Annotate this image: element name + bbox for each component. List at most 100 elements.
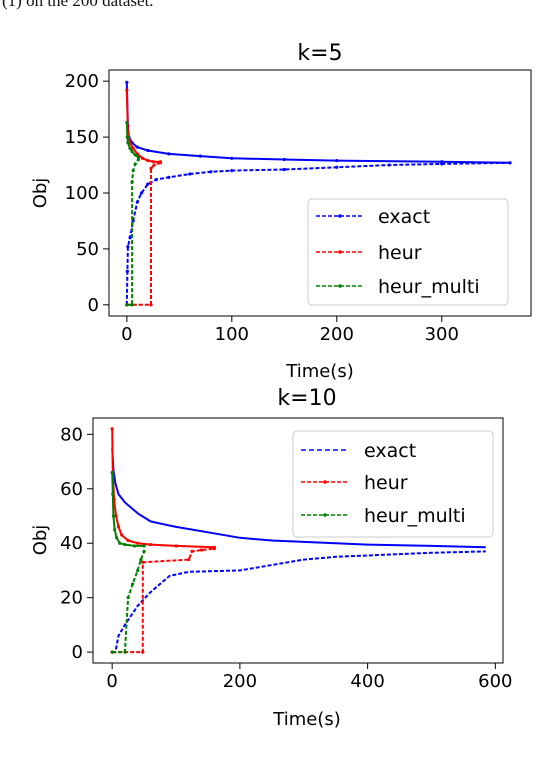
data-point-heur-multi [126,596,130,600]
data-point-exact [125,269,129,273]
legend-marker [323,480,327,484]
series-line-exact-lower [112,550,486,654]
y-tick-label: 60 [60,479,83,500]
data-point-heur-multi [126,141,130,145]
y-tick-label: 200 [65,71,99,92]
data-point-heur-multi [139,557,143,562]
chart-k5: k=5 Obj Time(s) 0 100 200 300 0 50 100 150 200 e… [30,41,532,382]
legend-label: exact [378,206,430,228]
data-point-heur [140,156,145,160]
data-point-heur-multi [130,582,135,586]
data-point-exact [335,158,339,163]
data-point-exact [125,80,129,84]
legend-label: heur [378,242,422,264]
data-point-exact [198,154,202,158]
legend-label: exact [364,440,416,462]
data-point-heur-multi [110,650,114,654]
legend: exact heur heur_multi [307,198,509,306]
data-point-exact [167,152,171,156]
x-axis-label: Time(s) [285,361,353,382]
data-point-exact [154,177,158,182]
data-point-heur-multi [130,180,134,184]
y-tick-label: 40 [60,533,83,554]
x-tick-label: 200 [320,324,354,345]
chart-title: k=5 [297,41,342,66]
data-point-heur-multi [111,492,115,496]
data-point-heur [146,158,150,163]
data-point-heur [212,547,216,551]
legend-label: heur_multi [378,276,480,298]
data-point-exact [282,157,286,162]
chart-title: k=10 [277,386,336,411]
data-point-heur [187,557,191,562]
y-tick-label: 0 [72,642,83,663]
series-line-heur-multi-upper [111,472,145,547]
data-point-heur [149,166,153,170]
data-point-heur [149,303,153,307]
legend-box [292,430,494,538]
x-tick-label: 100 [215,324,249,345]
data-point-heur [141,560,145,564]
data-point-heur-multi [131,169,135,173]
data-point-exact [230,169,234,173]
data-point-heur-multi [125,135,129,139]
data-point-exact [188,172,192,176]
plot-frame [108,69,532,317]
data-point-heur-multi [132,544,137,548]
x-tick-label: 0 [121,324,132,345]
data-point-heur [158,161,163,165]
y-tick-label: 50 [76,239,99,260]
data-point-exact [128,236,132,240]
data-point-exact [146,182,150,186]
x-tick-label: 300 [425,324,459,345]
y-tick-label: 150 [65,127,99,148]
y-tick-label: 100 [65,183,99,204]
data-point-heur [141,650,145,654]
x-tick-label: 400 [350,671,384,692]
data-point-heur [148,542,153,547]
data-point-heur-multi [118,541,122,545]
data-point-heur [114,514,118,518]
x-tick-label: 600 [478,671,512,692]
data-point-heur-multi [111,514,116,518]
data-point-heur-multi [133,153,137,157]
data-point-heur-multi [110,470,114,475]
data-point-exact [135,200,139,204]
data-point-heur-multi [136,155,140,159]
series-line-exact-lower [125,161,511,305]
series-line-heur-upper [111,428,215,549]
data-point-exact [387,163,391,167]
data-point-exact [440,160,444,164]
legend-label: heur_multi [364,505,466,527]
data-point-heur [110,427,114,431]
legend-label: heur [364,472,408,494]
data-point-exact [209,170,213,174]
x-tick-label: 200 [223,671,257,692]
data-point-heur-multi [142,544,146,548]
data-point-exact [139,191,144,195]
legend-marker [323,513,327,517]
data-point-heur [174,544,178,548]
data-point-heur [199,548,204,552]
data-point-heur [136,541,140,545]
series-line-exact-upper [125,82,511,164]
data-point-exact [146,148,150,153]
series-line-exact-upper [111,447,486,549]
data-point-heur-multi [125,303,129,307]
data-point-heur [120,533,124,537]
legend-marker [338,214,342,218]
data-point-exact [230,156,234,160]
data-point-heur-multi [113,528,117,532]
data-point-exact [167,175,171,179]
data-point-heur [126,538,130,543]
data-point-heur-multi [142,549,146,553]
data-point-exact [135,145,139,149]
data-point-heur-multi [123,542,127,547]
data-point-heur-multi [128,146,132,150]
legend-marker [338,250,342,254]
data-point-heur [116,525,121,529]
data-point-heur [152,163,156,167]
data-point-heur-multi [123,650,127,654]
legend-marker [338,284,342,288]
